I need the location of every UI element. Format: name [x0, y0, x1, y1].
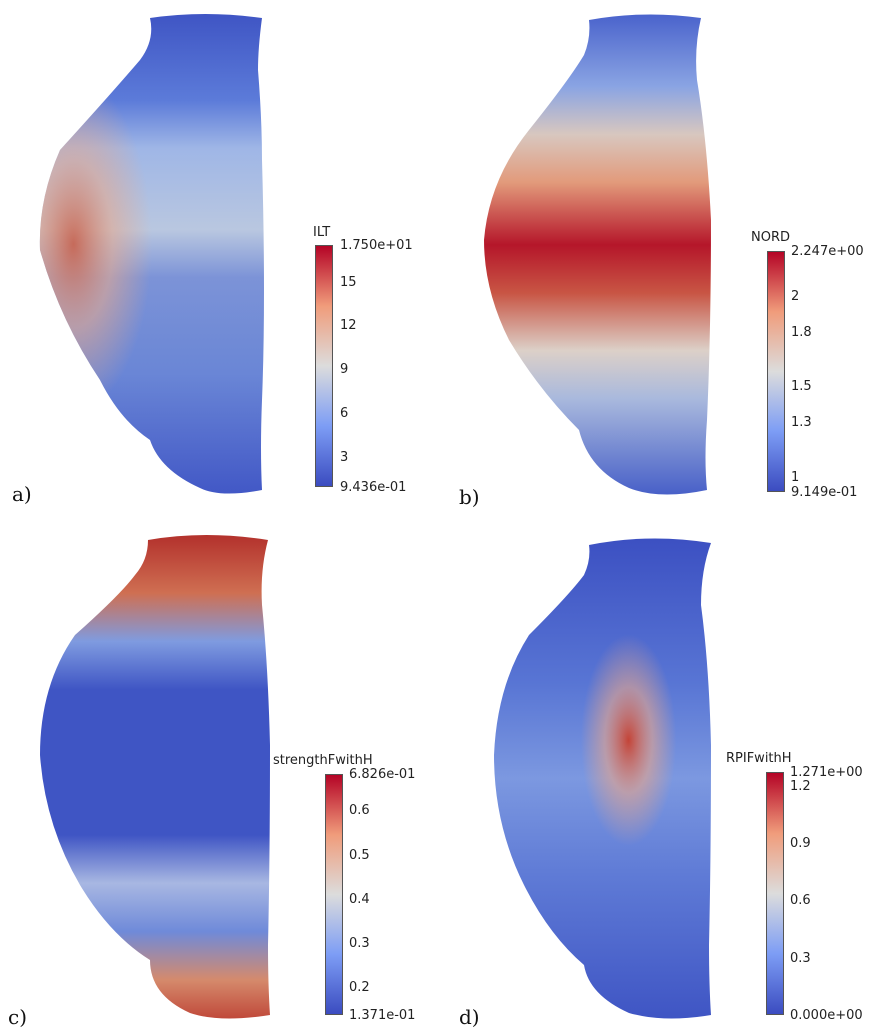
panel-label: d)	[459, 1005, 480, 1029]
colorbar-tick-label: 0.4	[349, 891, 370, 907]
colorbar	[315, 245, 333, 487]
vessel-surface	[484, 14, 711, 495]
colorbar-tick-label: 6	[340, 406, 349, 422]
colorbar-tick-label: 3	[340, 449, 349, 465]
colorbar-min-label: 9.149e-01	[791, 485, 858, 500]
colorbar-title: RPIFwithH	[726, 751, 792, 766]
panel-a: a) ILT 1.750e+01 9.436e-01 15 12 9 6 3	[0, 0, 438, 515]
panel-label: b)	[459, 485, 480, 509]
colorbar-min-label: 0.000e+00	[790, 1008, 863, 1023]
panel-label: c)	[8, 1005, 28, 1029]
colorbar	[767, 251, 785, 492]
colorbar	[325, 774, 343, 1015]
colorbar-tick-label: 1.3	[791, 415, 812, 431]
colorbar-tick-label: 9	[340, 362, 349, 378]
colorbar-tick-label: 2	[791, 288, 800, 304]
colorbar-title: NORD	[751, 230, 790, 245]
colorbar-max-label: 1.271e+00	[790, 765, 863, 780]
colorbar-max-label: 1.750e+01	[340, 238, 413, 253]
colorbar-max-label: 2.247e+00	[791, 244, 864, 259]
colorbar-tick-label: 15	[340, 274, 357, 290]
colorbar-tick-label: 0.3	[790, 950, 811, 966]
colorbar-tick-label: 0.6	[349, 803, 370, 819]
colorbar-min-label: 9.436e-01	[340, 480, 407, 495]
colorbar-tick-label: 0.9	[790, 835, 811, 851]
panel-b: b) NORD 2.247e+00 9.149e-01 2 1.8 1.5 1.3 1	[439, 0, 877, 515]
panel-d: d) RPIFwithH 1.271e+00 0.000e+00 1.2 0.9 0…	[439, 515, 877, 1030]
colorbar	[766, 772, 784, 1015]
vessel-surface	[39, 14, 265, 494]
vessel-surface	[494, 538, 711, 1019]
colorbar-max-label: 6.826e-01	[349, 767, 416, 782]
colorbar-tick-label: 0.5	[349, 847, 370, 863]
colorbar-tick-label: 12	[340, 318, 357, 334]
panel-c: c) strengthFwithH 6.826e-01 1.371e-01 0.…	[0, 515, 438, 1030]
colorbar-title: ILT	[313, 225, 331, 240]
vessel-surface	[40, 535, 270, 1019]
colorbar-tick-label: 0.3	[349, 936, 370, 952]
colorbar-tick-label: 1	[791, 469, 800, 485]
colorbar-tick-label: 0.2	[349, 980, 370, 996]
colorbar-tick-label: 1.5	[791, 379, 812, 395]
colorbar-tick-label: 1.2	[790, 778, 811, 794]
panel-label: a)	[12, 482, 32, 506]
colorbar-tick-label: 0.6	[790, 893, 811, 909]
colorbar-min-label: 1.371e-01	[349, 1008, 416, 1023]
colorbar-tick-label: 1.8	[791, 324, 812, 340]
colorbar-title: strengthFwithH	[273, 753, 373, 768]
